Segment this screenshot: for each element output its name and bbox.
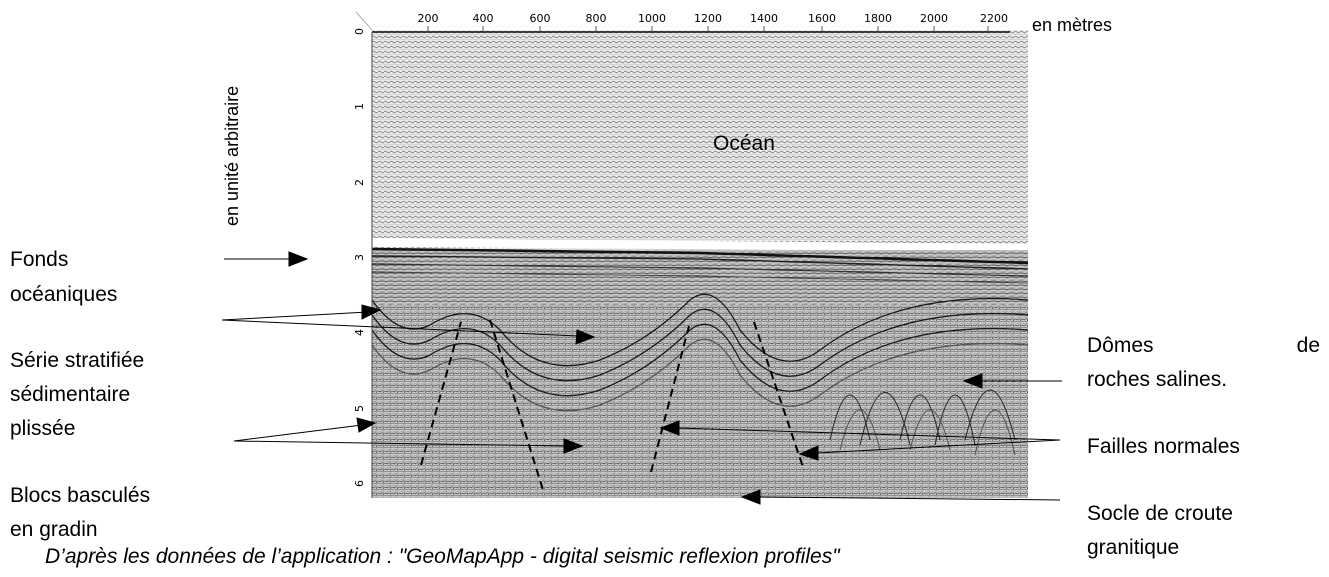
x-tick-label: 2000 [920, 12, 948, 25]
ocean-label: Océan [713, 132, 775, 155]
y-tick-label: 3 [353, 254, 366, 261]
y-tick-label: 1 [353, 103, 366, 110]
socle-label-line2: granitique [1087, 536, 1180, 559]
water-bottom-gap [372, 238, 1028, 251]
y-axis-unit: en unité arbitraire [222, 85, 242, 226]
domes-label-line2: roches salines. [1087, 368, 1228, 391]
fault-line-4 [753, 321, 805, 471]
y-tick-label: 5 [353, 405, 366, 412]
x-tick-label: 1000 [638, 12, 666, 25]
fonds-label-line2: océaniques [10, 283, 118, 306]
fonds-label-line1: Fonds [10, 248, 69, 271]
y-tick-label: 0 [353, 28, 366, 35]
x-axis-ticks [427, 26, 989, 32]
fault-line-2 [489, 319, 544, 491]
basement-layer [372, 305, 1028, 498]
y-tick-label: 6 [353, 480, 366, 487]
x-tick-label: 800 [585, 12, 607, 25]
fault-line-1 [420, 321, 462, 466]
y-tick-label: 4 [353, 329, 366, 336]
x-tick-label: 1800 [864, 12, 892, 25]
x-tick-label: 1400 [750, 12, 778, 25]
serie-label-line2: sédimentaire [10, 383, 131, 406]
annotation-arrows [221, 251, 1062, 505]
blocs-label-line1: Blocs basculés [10, 484, 151, 507]
x-tick-label: 200 [417, 12, 439, 25]
domes-label-line1: Dômes de [1087, 330, 1320, 361]
normal-faults [420, 319, 805, 491]
folded-strata [371, 293, 1029, 412]
serie-label-line3: plissée [10, 417, 76, 440]
ocean-layer [372, 30, 1028, 250]
domes-word1: Dômes [1087, 334, 1154, 357]
failles-label: Failles normales [1087, 435, 1240, 458]
y-axis-unit-wrapper: en unité arbitraire [222, 36, 253, 226]
source-caption: D’après les données de l’application : "… [45, 545, 840, 568]
x-tick-label: 400 [472, 12, 494, 25]
serie-label-line1: Série stratifiée [10, 349, 145, 372]
x-tick-label: 1200 [694, 12, 722, 25]
x-tick-label: 2200 [980, 12, 1008, 25]
x-axis-unit: en mètres [1032, 15, 1113, 35]
x-tick-label: 600 [529, 12, 551, 25]
domes-word2: de [1296, 334, 1320, 357]
blocs-label-line2: en gradin [10, 518, 98, 541]
y-tick-label: 2 [353, 179, 366, 186]
x-tick-label: 1600 [808, 12, 836, 25]
seafloor-reflector [371, 247, 1029, 265]
socle-label-line1: Socle de croute [1087, 502, 1233, 525]
